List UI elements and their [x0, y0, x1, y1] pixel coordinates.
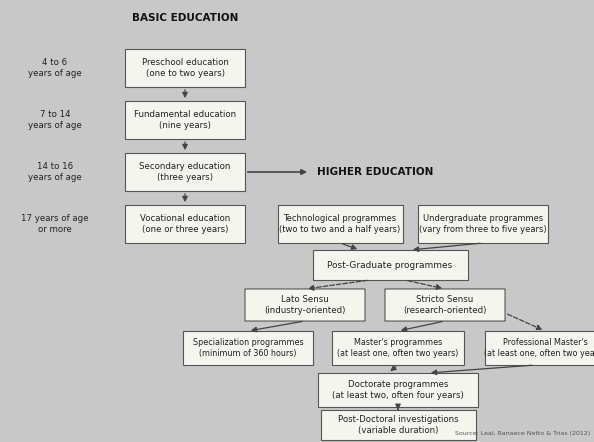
- Text: 4 to 6
years of age: 4 to 6 years of age: [28, 58, 82, 78]
- Text: 7 to 14
years of age: 7 to 14 years of age: [28, 110, 82, 130]
- Text: Source: Leal, Ranaece Netto & Trias (2012): Source: Leal, Ranaece Netto & Trias (201…: [455, 431, 590, 436]
- Text: BASIC EDUCATION: BASIC EDUCATION: [132, 13, 238, 23]
- Text: Secondary education
(three years): Secondary education (three years): [140, 162, 230, 182]
- Text: Vocational education
(one or three years): Vocational education (one or three years…: [140, 214, 230, 234]
- FancyBboxPatch shape: [125, 153, 245, 191]
- Text: Fundamental education
(nine years): Fundamental education (nine years): [134, 110, 236, 130]
- Text: Specialization programmes
(minimum of 360 hours): Specialization programmes (minimum of 36…: [192, 338, 304, 358]
- Text: Technological programmes
(two to two and a half years): Technological programmes (two to two and…: [279, 214, 400, 234]
- FancyBboxPatch shape: [385, 289, 505, 321]
- FancyBboxPatch shape: [485, 331, 594, 365]
- Text: Doctorate programmes
(at least two, often four years): Doctorate programmes (at least two, ofte…: [332, 380, 464, 400]
- FancyBboxPatch shape: [125, 205, 245, 243]
- Text: Professional Master's
(at least one, often two years): Professional Master's (at least one, oft…: [484, 338, 594, 358]
- Text: 17 years of age
or more: 17 years of age or more: [21, 214, 89, 234]
- FancyBboxPatch shape: [312, 250, 467, 280]
- FancyBboxPatch shape: [321, 410, 476, 440]
- Text: HIGHER EDUCATION: HIGHER EDUCATION: [317, 167, 434, 177]
- Text: Lato Sensu
(industry-oriented): Lato Sensu (industry-oriented): [264, 295, 346, 315]
- FancyBboxPatch shape: [332, 331, 464, 365]
- FancyBboxPatch shape: [277, 205, 403, 243]
- Text: Post-Graduate programmes: Post-Graduate programmes: [327, 260, 453, 270]
- Text: 14 to 16
years of age: 14 to 16 years of age: [28, 162, 82, 182]
- FancyBboxPatch shape: [183, 331, 313, 365]
- Text: Master's programmes
(at least one, often two years): Master's programmes (at least one, often…: [337, 338, 459, 358]
- Text: Preschool education
(one to two years): Preschool education (one to two years): [141, 58, 229, 78]
- FancyBboxPatch shape: [418, 205, 548, 243]
- FancyBboxPatch shape: [125, 49, 245, 87]
- Text: Post-Doctoral investigations
(variable duration): Post-Doctoral investigations (variable d…: [337, 415, 459, 435]
- Text: Stricto Sensu
(research-oriented): Stricto Sensu (research-oriented): [403, 295, 486, 315]
- FancyBboxPatch shape: [318, 373, 478, 407]
- FancyBboxPatch shape: [125, 101, 245, 139]
- Text: Undergraduate programmes
(vary from three to five years): Undergraduate programmes (vary from thre…: [419, 214, 547, 234]
- FancyBboxPatch shape: [245, 289, 365, 321]
